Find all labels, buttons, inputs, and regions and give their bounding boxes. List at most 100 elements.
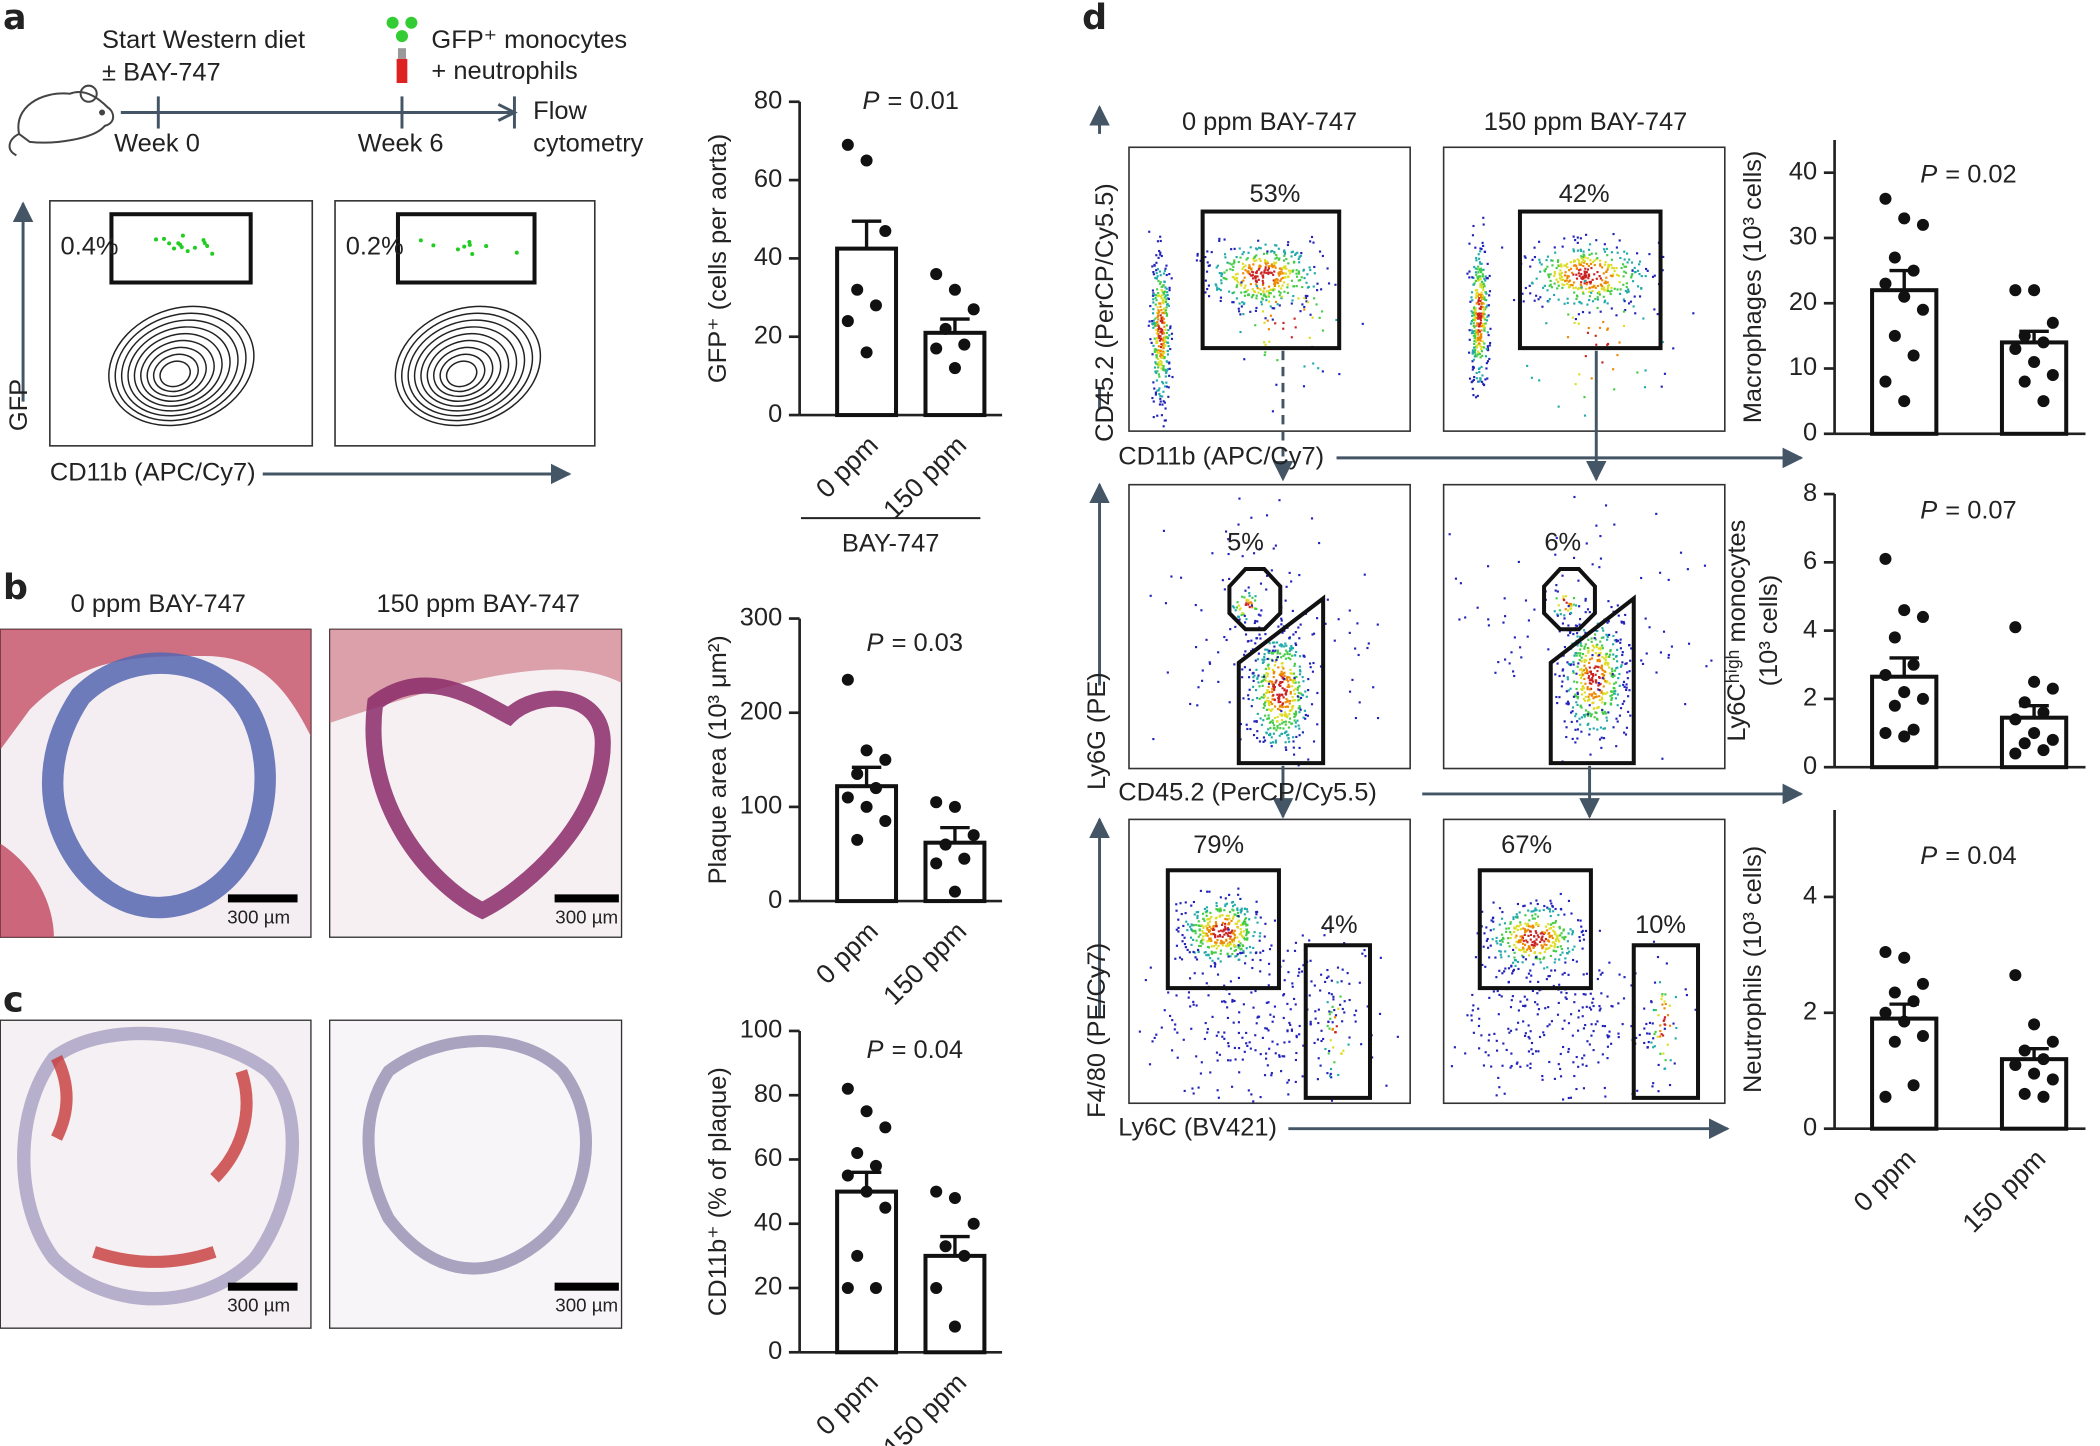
flow-event — [1227, 955, 1230, 958]
flow-event — [1604, 661, 1607, 664]
flow-event — [1278, 734, 1281, 737]
y-tick-label: 4 — [1803, 882, 1817, 910]
flow-event — [1560, 685, 1563, 688]
flow-event — [1159, 319, 1162, 323]
flow-event — [1553, 272, 1556, 275]
flow-event — [1508, 945, 1511, 948]
flow-event — [1483, 932, 1486, 935]
flow-event — [1653, 981, 1657, 984]
flow-event — [1338, 373, 1341, 376]
flow-event — [1361, 322, 1364, 325]
flow-event — [1160, 364, 1163, 367]
flow-event — [1475, 377, 1478, 380]
flow-event — [1293, 664, 1296, 667]
gate-label: 67% — [1501, 831, 1552, 859]
flow-event — [1228, 290, 1231, 293]
flow-event — [1475, 259, 1478, 262]
flow-event — [1224, 897, 1227, 900]
flow-event — [1156, 320, 1159, 323]
flow-event — [1219, 949, 1223, 952]
flow-event — [1546, 1025, 1549, 1028]
flow-event — [1232, 940, 1236, 943]
flow-event — [1479, 284, 1482, 287]
flow-event — [1158, 282, 1162, 285]
flow-event — [1480, 312, 1483, 315]
flow-event — [1652, 1037, 1655, 1040]
flow-event — [1645, 267, 1648, 271]
flow-event — [1306, 714, 1309, 717]
contour — [152, 353, 199, 393]
flow-event — [1524, 1032, 1527, 1035]
flow-event — [1640, 576, 1643, 580]
flow-event — [1535, 931, 1538, 935]
flow-event — [1229, 1059, 1232, 1062]
flow-event — [1150, 341, 1153, 344]
flow-event — [1571, 931, 1575, 934]
flow-event — [1585, 659, 1588, 662]
flow-event — [1265, 1052, 1268, 1055]
flow-event — [1341, 1007, 1344, 1011]
flow-event — [1161, 353, 1164, 356]
flow-event — [1267, 267, 1270, 270]
flow-event — [1287, 1093, 1290, 1096]
data-point — [2037, 1090, 2050, 1103]
flow-event — [1588, 704, 1591, 707]
flow-event — [1242, 697, 1245, 700]
flow-event — [1334, 1014, 1338, 1017]
flow-event — [1340, 1052, 1343, 1055]
flow-event — [1575, 267, 1578, 270]
flow-event — [1290, 1028, 1294, 1031]
flow-event — [1204, 951, 1207, 954]
flow-event — [1480, 247, 1483, 251]
flow-event — [1501, 972, 1504, 975]
flow-event — [1594, 711, 1597, 714]
flow-event — [1273, 1005, 1277, 1008]
flow-event — [1515, 946, 1518, 949]
flow-event — [1227, 1045, 1230, 1048]
flow-event — [1618, 672, 1621, 676]
flow-event — [1548, 974, 1551, 978]
flow-event — [1262, 706, 1265, 709]
flow-event — [1579, 668, 1582, 671]
flow-event — [1281, 713, 1284, 716]
flow-event — [1561, 1098, 1565, 1101]
flow-event — [1262, 294, 1265, 297]
flow-event — [1238, 302, 1241, 305]
flow-event — [1454, 577, 1458, 580]
flow-event — [1240, 947, 1243, 950]
flow-event — [1582, 993, 1585, 996]
flow-event — [1276, 649, 1279, 652]
flow-event — [1583, 270, 1586, 273]
flow-event — [1277, 699, 1280, 702]
flow-event — [1530, 1048, 1533, 1051]
flow-event — [1246, 294, 1250, 297]
panel-label: d — [1082, 0, 1107, 38]
flow-event — [1482, 311, 1485, 314]
flow-event — [1289, 692, 1292, 695]
flow-event — [1175, 944, 1178, 947]
flow-event — [1265, 271, 1268, 274]
flow-event — [1480, 262, 1483, 265]
flow-event — [1179, 902, 1182, 905]
flow-event — [1258, 740, 1262, 743]
flow-event — [1553, 933, 1556, 936]
flow-event — [1298, 255, 1301, 258]
flow-event — [1664, 1059, 1667, 1062]
flow-event — [1534, 1050, 1538, 1053]
flow-event — [1298, 746, 1301, 749]
flow-event — [1210, 950, 1213, 953]
flow-event — [1544, 948, 1548, 951]
error-bar — [940, 825, 970, 843]
flow-event — [1225, 278, 1228, 281]
flow-event — [1519, 938, 1522, 942]
flow-event — [1554, 958, 1557, 961]
flow-event — [1557, 264, 1560, 268]
flow-event — [1260, 609, 1263, 612]
flow-event — [1492, 920, 1495, 923]
flow-event — [1504, 950, 1507, 953]
flow-event — [1319, 1064, 1322, 1067]
flow-event — [1598, 683, 1601, 686]
flow-event — [1207, 921, 1210, 925]
flow-event — [1252, 679, 1255, 683]
flow-event — [1524, 599, 1528, 602]
